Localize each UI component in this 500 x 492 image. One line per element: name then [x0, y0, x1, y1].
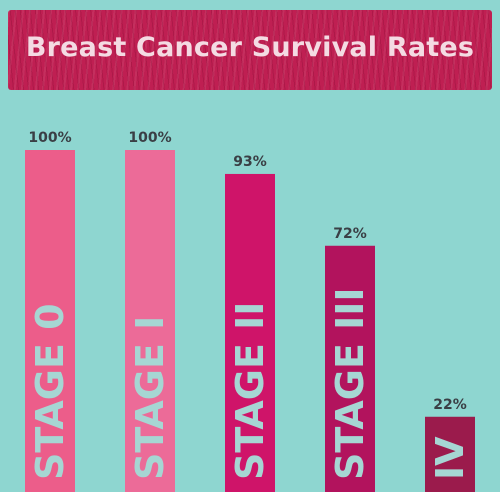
- bar-iv: [425, 416, 475, 492]
- bar-stage-0: [25, 150, 75, 492]
- value-label: 100%: [28, 130, 71, 146]
- bar-stage-iii: [325, 245, 375, 492]
- title-banner: Breast Cancer Survival Rates: [8, 10, 492, 90]
- category-label: STAGE 0: [28, 303, 72, 480]
- category-label: STAGE III: [328, 287, 372, 480]
- bar-stage-i: [125, 150, 175, 492]
- value-label: 22%: [433, 397, 467, 413]
- value-label: 93%: [233, 154, 267, 170]
- value-label: 100%: [128, 130, 171, 146]
- category-label: IV: [428, 436, 472, 480]
- chart-title: Breast Cancer Survival Rates: [25, 32, 475, 63]
- value-label: 72%: [333, 226, 367, 242]
- bar-stage-ii: [225, 173, 275, 492]
- category-label: STAGE II: [228, 302, 272, 480]
- category-label: STAGE I: [128, 316, 172, 480]
